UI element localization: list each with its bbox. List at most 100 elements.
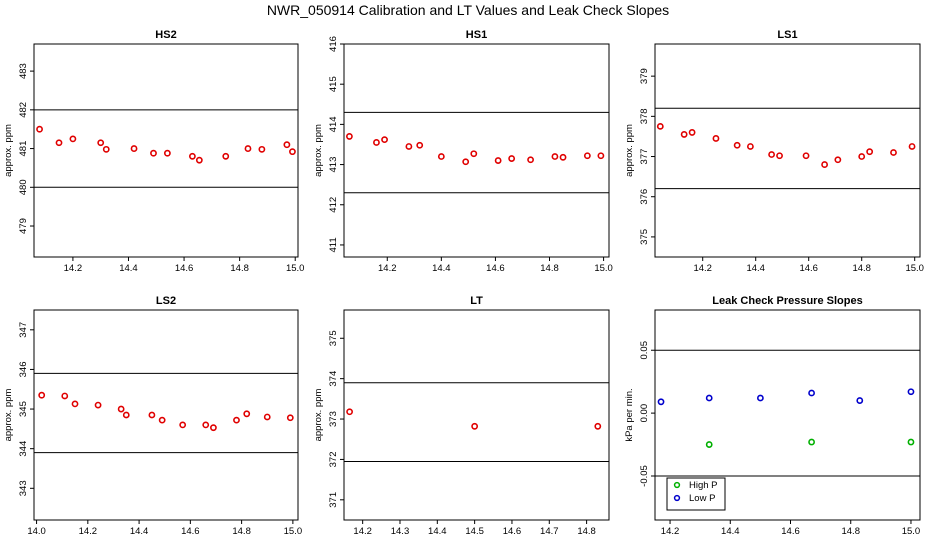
panel-title: HS2 [155,29,176,41]
data-point [222,152,230,160]
data-point [657,398,665,406]
y-tick-label: 412 [328,197,339,213]
data-point [210,424,217,432]
x-tick-label: 14.6 [781,526,800,537]
y-tick-label: 373 [328,411,339,427]
data-point [756,394,764,402]
data-point [122,411,130,419]
y-tick-label: 483 [18,63,29,79]
legend-label: High P [689,480,718,491]
y-tick-label: 372 [328,451,339,467]
y-tick-label: 413 [328,157,339,173]
legend-marker [673,481,681,489]
data-point [258,145,266,153]
data-point [373,139,380,146]
y-axis-label: approx. ppm [624,124,635,177]
x-tick-label: 14.2 [661,526,680,537]
y-tick-label: 347 [18,322,29,338]
data-point [346,133,353,140]
y-tick-label: 371 [328,492,339,508]
x-tick-label: 14.6 [175,263,194,274]
data-point [907,438,915,446]
y-tick-label: 0.05 [639,341,650,360]
x-tick-label: 14.4 [130,526,149,537]
legend-label: Low P [689,493,715,504]
y-tick-label: 375 [328,330,339,346]
data-point [551,153,559,160]
x-tick-label: 15.0 [902,526,921,537]
x-tick-label: 14.6 [503,526,522,537]
data-point [158,416,166,424]
x-tick-label: 14.2 [79,526,98,537]
data-point [462,158,470,166]
data-point [890,149,897,156]
x-tick-label: 15.0 [284,526,303,537]
y-tick-label: 415 [328,76,339,92]
data-point [94,401,102,409]
data-point [244,145,252,152]
y-tick-label: 345 [18,401,29,417]
data-point [346,408,353,416]
data-point [263,413,271,421]
y-tick-label: 344 [18,441,29,457]
data-point [55,139,63,147]
panel-title: Leak Check Pressure Slopes [712,295,862,307]
data-point [494,157,502,164]
data-point [195,156,203,164]
y-tick-label: 414 [328,116,339,132]
data-point [688,129,696,136]
x-tick-label: 14.4 [721,526,740,537]
plot-frame [33,309,299,521]
data-point [802,152,810,160]
y-tick-label: 378 [639,108,650,124]
plot-frame [343,43,610,258]
data-point [907,388,915,396]
panel-4: LS2 approx. ppm 14.0 14.2 14.4 14.6 14.8 15.0 34… [3,295,302,537]
x-tick-label: 14.8 [841,526,860,537]
y-tick-label: 482 [18,102,29,118]
data-point [821,161,828,168]
data-point [69,135,77,143]
data-point [405,143,413,150]
data-point [289,148,296,156]
data-point [233,416,240,424]
data-point [286,414,294,422]
panel-title: LT [470,295,483,307]
x-tick-label: 15.0 [594,263,613,274]
data-point [808,438,815,446]
panel-title: LS2 [156,295,176,307]
data-point [705,441,713,448]
legend-marker [673,494,681,502]
data-point [747,143,754,150]
plot-frame [33,43,299,258]
panel-6: Leak Check Pressure Slopes kPa per min. 14… [624,295,921,537]
plot-frame [654,43,921,258]
y-tick-label: 480 [18,179,29,195]
data-point [834,156,842,164]
y-tick-label: 379 [639,68,650,84]
x-tick-label: 15.0 [905,263,924,274]
y-tick-label: 376 [639,189,650,205]
data-point [416,141,424,149]
y-axis-label: approx. ppm [313,389,324,442]
x-tick-label: 14.8 [232,526,251,537]
data-point [471,422,479,430]
panel-5: LT approx. ppm 14.2 14.3 14.4 14.5 14.6 14.7 14.… [313,295,610,537]
data-point [712,135,720,142]
data-point [179,421,187,429]
data-point [583,152,591,160]
data-point [61,392,69,400]
x-tick-label: 14.8 [230,263,249,274]
data-point [594,422,602,430]
data-point [381,136,388,144]
y-tick-label: 0.00 [639,404,650,423]
y-tick-label: -0.05 [639,465,650,487]
data-point [527,156,534,164]
data-point [437,153,445,160]
x-tick-label: 14.2 [353,526,372,537]
data-point [705,394,713,402]
data-point [202,421,210,429]
x-tick-label: 15.0 [286,263,305,274]
data-point [283,141,291,149]
data-point [559,153,567,161]
